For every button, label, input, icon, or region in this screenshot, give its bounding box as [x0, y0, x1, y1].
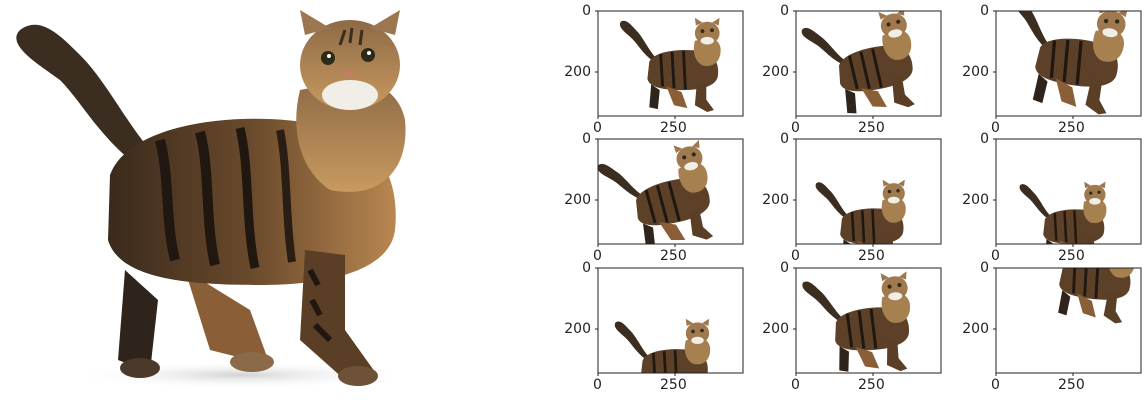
x-tick-label: 0: [991, 120, 1000, 136]
cat-thumbnail-icon: [815, 179, 906, 244]
cat-thumbnail-icon: [614, 318, 711, 373]
thumbnail-axes: [595, 10, 744, 119]
cat-thumbnail-icon: [1058, 268, 1136, 324]
x-tick-label: 250: [1058, 120, 1085, 136]
x-tick-label: 0: [991, 377, 1000, 393]
augmentation-grid: 0 200 0 250 0 200 0 250 0 200 0 250 0 200 0 250 0 200 0 250…: [555, 0, 1145, 403]
y-tick-label: 200: [762, 192, 789, 208]
grid-cell: 0 200 0 250: [962, 261, 1142, 392]
thumbnail-axes: [993, 267, 1142, 376]
y-tick-label: 200: [962, 64, 989, 80]
thumbnail-axes: [793, 267, 942, 376]
cat-photo: [16, 10, 410, 389]
cat-thumbnail-icon: [619, 17, 721, 112]
y-tick-label: 0: [980, 131, 989, 147]
y-tick-label: 200: [762, 321, 789, 337]
x-tick-label: 0: [791, 120, 800, 136]
x-tick-label: 250: [1058, 248, 1085, 264]
x-tick-label: 250: [660, 248, 687, 264]
x-tick-label: 250: [660, 120, 687, 136]
y-tick-label: 200: [564, 192, 591, 208]
grid-cell: 0 200 0 250: [962, 132, 1142, 263]
y-tick-label: 0: [780, 260, 789, 276]
grid-cell: 0 200 0 250: [762, 261, 942, 392]
y-tick-label: 0: [780, 131, 789, 147]
grid-cell: 0 200 0 250: [564, 261, 744, 392]
cat-thumbnail-icon: [801, 11, 915, 114]
x-tick-label: 250: [660, 377, 687, 393]
x-tick-label: 250: [858, 248, 885, 264]
y-tick-label: 0: [980, 3, 989, 19]
x-tick-label: 250: [1058, 377, 1085, 393]
y-tick-label: 200: [564, 64, 591, 80]
x-tick-label: 250: [858, 120, 885, 136]
thumbnail-axes: [595, 138, 744, 247]
y-tick-label: 0: [582, 260, 591, 276]
y-tick-label: 0: [582, 3, 591, 19]
thumbnail-axes: [793, 10, 942, 119]
x-tick-label: 0: [593, 248, 602, 264]
x-tick-label: 250: [858, 377, 885, 393]
thumbnail-axes: [993, 10, 1142, 119]
grid-cell: 0 200 0 250: [762, 4, 942, 135]
y-tick-label: 0: [780, 3, 789, 19]
grid-cell: 0 200 0 250: [962, 4, 1142, 135]
y-tick-label: 0: [980, 260, 989, 276]
thumbnail-axes: [993, 138, 1142, 247]
y-tick-label: 200: [962, 192, 989, 208]
x-tick-label: 0: [991, 248, 1000, 264]
grid-cell: 0 200 0 250: [564, 4, 744, 135]
cat-thumbnail-icon: [1012, 11, 1128, 115]
y-tick-label: 200: [762, 64, 789, 80]
cat-thumbnail-icon: [1019, 181, 1107, 244]
x-tick-label: 0: [791, 377, 800, 393]
cat-thumbnail-icon: [802, 271, 911, 372]
y-tick-label: 200: [564, 321, 591, 337]
y-tick-label: 0: [582, 131, 591, 147]
x-tick-label: 0: [791, 248, 800, 264]
cat-icon: [16, 10, 410, 389]
x-tick-label: 0: [593, 120, 602, 136]
thumbnail-axes: [793, 138, 942, 247]
cat-thumbnail-icon: [598, 140, 714, 244]
grid-cell: 0 200 0 250: [564, 132, 744, 263]
grid-cell: 0 200 0 250: [762, 132, 942, 263]
thumbnail-axes: [595, 267, 744, 376]
y-tick-label: 200: [962, 321, 989, 337]
x-tick-label: 0: [593, 377, 602, 393]
